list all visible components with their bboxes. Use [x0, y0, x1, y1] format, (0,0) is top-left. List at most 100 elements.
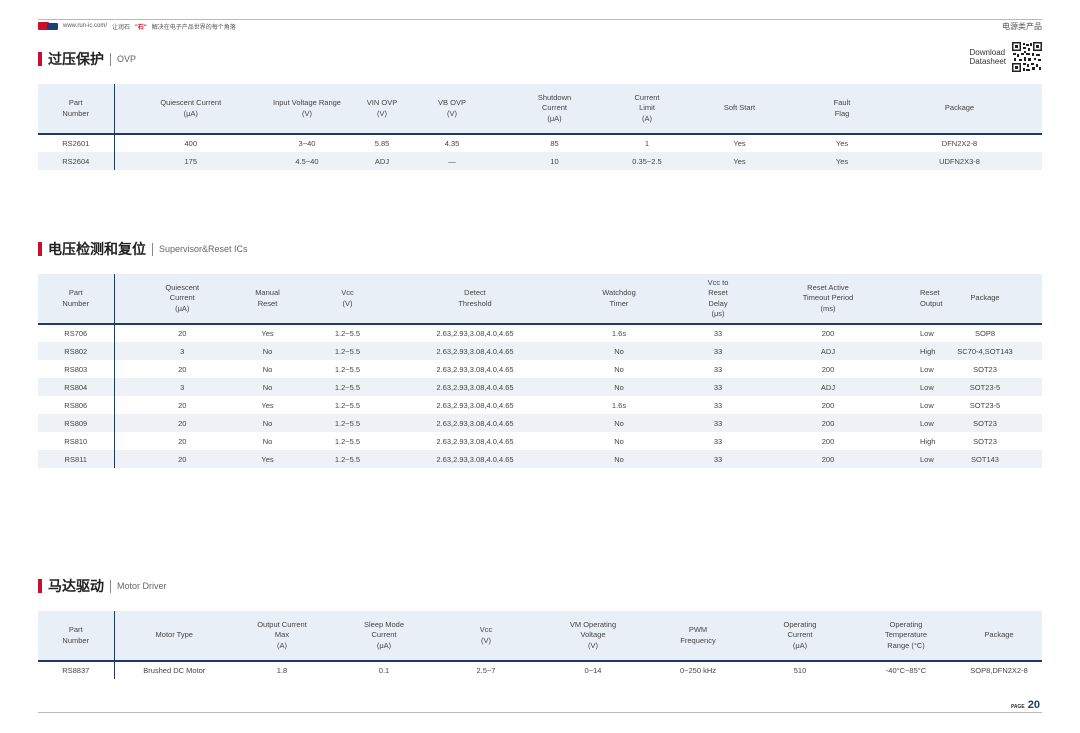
table-cell: Brushed DC Motor	[143, 666, 206, 675]
column-header-vb-ovp-v: VB OVP (V)	[417, 84, 487, 135]
table-row: RS810 20 No 1.2~5.5 2.63,2.93,3.08,4.0,4.65 N…	[38, 432, 1042, 450]
table-cell: 1.2~5.5	[285, 450, 410, 468]
column-header-part-number: Part Number	[38, 611, 115, 662]
table-cell: 0~250 kHz	[679, 666, 717, 675]
slogan-quote: "石"	[135, 24, 147, 31]
section-title-motor: 马达驱动 Motor Driver	[38, 577, 167, 595]
table-cell: No	[540, 378, 698, 396]
part-number-cell: RS811	[38, 450, 115, 468]
table-cell: 2.63,2.93,3.08,4.0,4.65	[436, 364, 514, 374]
table-cell: 33	[698, 342, 738, 360]
table-cell: 2.63,2.93,3.08,4.0,4.65	[410, 450, 540, 468]
page-number: PAGE 20	[1011, 699, 1040, 711]
table-cell: Yes	[807, 152, 877, 170]
table-row: RS2601 400 3~40 5.85 4.35 85 1 Yes Yes DFN2X2-8	[38, 134, 1042, 152]
table-cell: 33	[698, 414, 738, 432]
table-cell: SOT143	[928, 450, 1042, 468]
table-row: RS804 3 No 1.2~5.5 2.63,2.93,3.08,4.0,4.65 No…	[38, 378, 1042, 396]
part-number-cell: RS810	[38, 432, 115, 450]
table-row: RS803 20 No 1.2~5.5 2.63,2.93,3.08,4.0,4.65 N…	[38, 360, 1042, 378]
slogan-part-b: 解决在电子产品世界的每个角落	[151, 24, 236, 31]
table-cell: 3~40	[298, 139, 316, 148]
column-header-operating-temperature-range-c: Operating Temperature Range (°C)	[856, 611, 956, 662]
table-cell: 1.2~5.5	[285, 414, 410, 432]
table-cell: 5.85	[374, 139, 390, 148]
download-datasheet-label[interactable]: Download Datasheet	[969, 48, 1006, 66]
table-cell: Low	[920, 329, 934, 338]
table-cell: 2.63,2.93,3.08,4.0,4.65	[436, 436, 514, 446]
column-header-vcc-v: Vcc (V)	[285, 274, 410, 325]
table-cell: No	[250, 342, 285, 360]
part-number-cell: RS8837	[38, 661, 115, 679]
table-cell: 20	[114, 414, 250, 432]
section-marker	[38, 242, 42, 256]
section-title-zh: 过压保护	[48, 51, 104, 67]
table-cell: 200	[738, 414, 918, 432]
table-cell: 400	[184, 139, 197, 148]
table-cell: SOT23	[973, 436, 997, 446]
section-title-en: Motor Driver	[117, 581, 167, 591]
table-cell: SOP8,DFN2X2-8	[970, 666, 1028, 675]
table-cell: 1	[644, 139, 650, 148]
section-title-zh: 马达驱动	[48, 578, 104, 594]
qr-code-icon[interactable]	[1012, 42, 1042, 72]
section-title-en: Supervisor&Reset ICs	[159, 244, 248, 254]
column-header-reset-output: ResetOutput	[918, 274, 943, 325]
table-cell: No	[614, 436, 624, 446]
column-header-soft-start: Soft Start	[672, 84, 807, 135]
table-cell: 2.63,2.93,3.08,4.0,4.65	[436, 400, 514, 410]
table-cell: ADJ	[347, 152, 417, 170]
table-row: RS8837 Brushed DC Motor 1.8 0.1 2.5~7 0~14 0~2…	[38, 661, 1042, 679]
column-header-part-number: Part Number	[38, 84, 115, 135]
table-cell: 20	[178, 400, 187, 410]
table-cell: 2.63,2.93,3.08,4.0,4.65	[436, 329, 514, 338]
table-cell: 1.2~5.5	[334, 400, 361, 410]
table-cell: 200	[821, 400, 835, 410]
table-cell: Yes	[261, 329, 274, 338]
category-label: 电源类产品	[1002, 22, 1042, 31]
header-row: Part Number Motor Type Output Current Max (A)…	[38, 611, 1042, 662]
brand-header: www.run-ic.com/ 让润石 "石" 解决在电子产品世界的每个角落	[38, 20, 236, 32]
table-cell: 33	[713, 400, 723, 410]
page-number-value: 20	[1027, 699, 1040, 711]
table-cell: 20	[178, 436, 187, 446]
section-title-zh: 电压检测和复位	[48, 241, 146, 257]
table-cell: No	[614, 364, 624, 374]
table-cell: 1.6s	[611, 329, 627, 338]
part-number-cell: RS806	[38, 396, 115, 414]
column-header-quiescent-current-a: Quiescent Current (μA)	[114, 84, 267, 135]
table-cell: Yes	[672, 152, 807, 170]
website-url[interactable]: www.run-ic.com/	[63, 23, 108, 29]
column-header-operating-current-a: Operating Current (μA)	[744, 611, 856, 662]
column-header-sleep-mode-current-a: Sleep Mode Current (μA)	[330, 611, 438, 662]
table-cell: 1.8	[276, 666, 288, 675]
download-datasheet[interactable]: Download Datasheet	[970, 42, 1042, 72]
top-divider	[38, 19, 1042, 20]
column-header-package: Package	[928, 274, 1042, 325]
table-cell: No	[262, 436, 273, 446]
table-cell: 510	[793, 666, 807, 675]
motor-spec-table: Part Number Motor Type Output Current Max (A)…	[38, 611, 1042, 679]
table-cell: 85	[550, 139, 559, 148]
table-cell: No	[540, 414, 698, 432]
table-row: RS802 3 No 1.2~5.5 2.63,2.93,3.08,4.0,4.65 No…	[38, 342, 1042, 360]
section-title-en: OVP	[117, 54, 137, 64]
column-header-vcc-to-reset-delay-s: Vcc to Reset Delay (μs)	[698, 274, 738, 325]
section-marker	[38, 52, 42, 66]
table-cell: 0~14	[584, 666, 602, 675]
table-cell: Yes	[733, 139, 746, 148]
header-row: Part Number Quiescent Current (μA) Manual Rese…	[38, 274, 1042, 325]
part-number-cell: RS809	[38, 414, 115, 432]
column-header-fault-flag: Fault Flag	[807, 84, 877, 135]
table-cell: 20	[178, 329, 187, 338]
table-cell: —	[417, 152, 487, 170]
table-cell: 33	[713, 436, 723, 446]
column-header-watchdog-timer: Watchdog Timer	[540, 274, 698, 325]
table-row: RS811 20 Yes 1.2~5.5 2.63,2.93,3.08,4.0,4.65…	[38, 450, 1042, 468]
table-cell: 10	[487, 152, 622, 170]
table-cell: UDFN2X3-8	[877, 152, 1042, 170]
table-cell: SOT23	[973, 364, 997, 374]
part-number-cell: RS706	[38, 324, 115, 342]
table-cell: No	[250, 414, 285, 432]
table-cell: 200	[821, 329, 835, 338]
